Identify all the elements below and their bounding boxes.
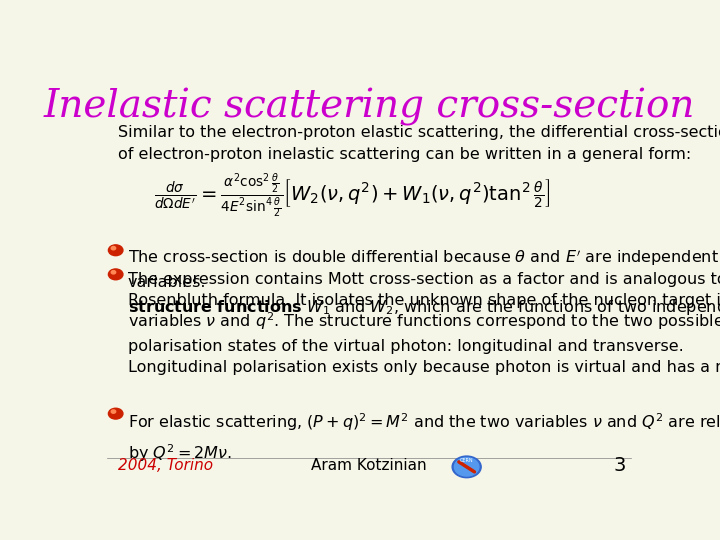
Circle shape [109,245,123,255]
Text: 2004, Torino: 2004, Torino [118,458,213,473]
Text: variables $\nu$ and $q^2$. The structure functions correspond to the two possibl: variables $\nu$ and $q^2$. The structure… [128,310,720,375]
Text: Inelastic scattering cross-section: Inelastic scattering cross-section [43,87,695,126]
Text: For elastic scattering, $(P+q)^2=M^2$ and the two variables $\nu$ and $Q^2$ are : For elastic scattering, $(P+q)^2=M^2$ an… [128,411,720,464]
Text: 3: 3 [614,456,626,475]
Circle shape [109,408,123,419]
Text: $\mathbf{structure\ functions}$ $W_1$ and $W_2$, which are the functions of two : $\mathbf{structure\ functions}$ $W_1$ an… [128,298,720,316]
Text: Aram Kotzinian: Aram Kotzinian [311,458,427,473]
Text: $\frac{d\sigma}{d\Omega dE^{\prime}} = \frac{\alpha^2 \cos^2\frac{\theta}{2}}{4E: $\frac{d\sigma}{d\Omega dE^{\prime}} = \… [154,172,551,220]
Text: The expression contains Mott cross-section as a factor and is analogous to the
R: The expression contains Mott cross-secti… [128,272,720,308]
Circle shape [111,410,116,413]
Text: Similar to the electron-proton elastic scattering, the differential cross-sectio: Similar to the electron-proton elastic s… [118,125,720,161]
Text: CERN: CERN [460,458,474,463]
Circle shape [452,456,481,478]
Circle shape [109,269,123,280]
Circle shape [111,271,116,274]
Text: The cross-section is double differential because $\theta$ and $E^{\prime}$ are i: The cross-section is double differential… [128,248,719,289]
Circle shape [111,246,116,250]
Circle shape [454,458,479,476]
